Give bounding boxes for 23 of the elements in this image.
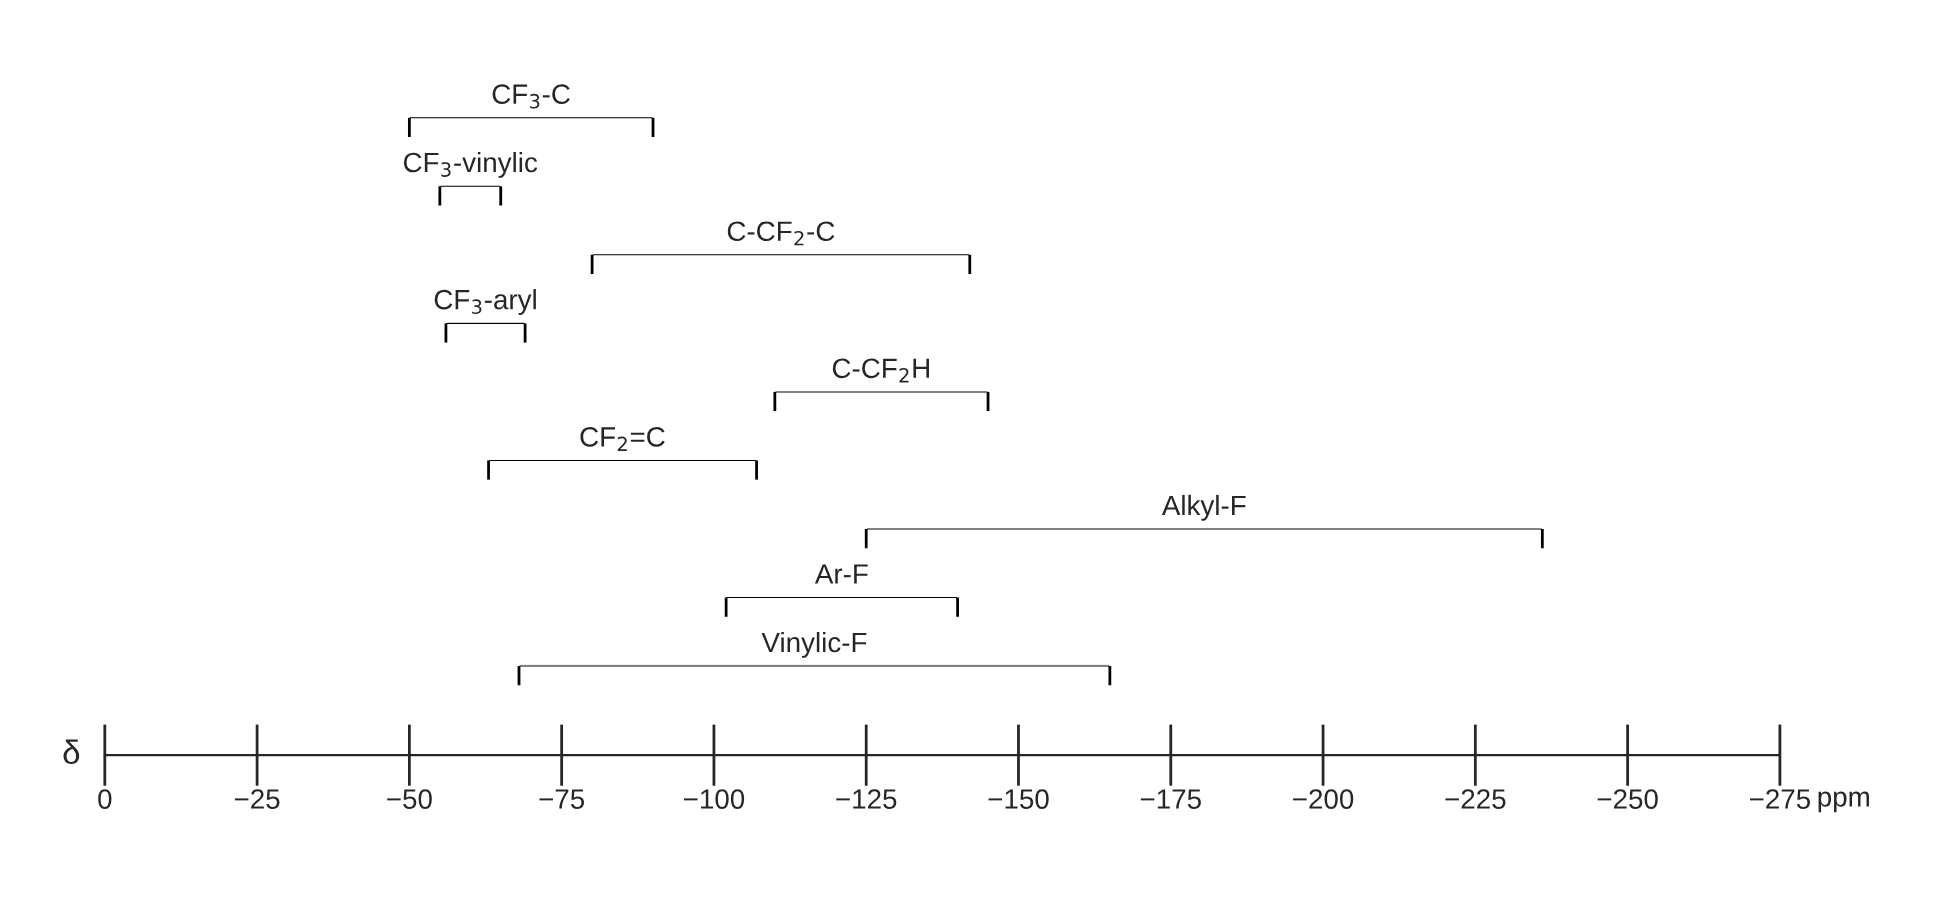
y-tick-label: C-CF$_{2}$-C [727, 221, 835, 246]
x-tick-label: −150 [988, 789, 1049, 809]
y-tick-label: Alkyl-F [1161, 494, 1246, 521]
y-tick-label: C-CF$_{2}$H [832, 358, 929, 383]
x-tick-label: −100 [684, 789, 745, 809]
x-tick-label: −175 [1140, 789, 1201, 809]
y-tick-label: Vinylic-F [761, 631, 867, 658]
y-tick-label: CF$_{3}$-vinylic [403, 151, 538, 178]
x-tick-label: −275 [1749, 789, 1811, 809]
x-axis-title: ppm [1818, 791, 1869, 813]
x-tick-label: −225 [1445, 789, 1506, 809]
x-tick-label: −200 [1293, 789, 1354, 809]
x-tick-label: −25 [234, 789, 280, 809]
x-tick-label: −75 [539, 789, 585, 809]
x-tick-label: −125 [836, 789, 897, 809]
x-tick-label: −250 [1597, 789, 1658, 809]
y-tick-label: Ar-F [814, 564, 868, 584]
y-axis-title: δ [63, 739, 80, 765]
y-tick-label: CF$_{2}$=C [580, 427, 665, 451]
y-tick-label: CF$_{3}$-aryl [434, 289, 536, 315]
y-tick-label: CF$_{3}$-C [492, 84, 570, 109]
x-tick-label: −50 [387, 789, 432, 809]
x-tick-label: 0 [98, 789, 112, 809]
